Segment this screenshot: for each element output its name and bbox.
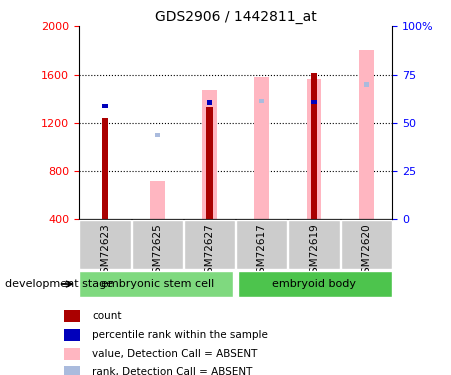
Bar	[207, 100, 212, 105]
Bar	[132, 220, 183, 269]
Text: count: count	[92, 311, 122, 321]
Bar	[64, 348, 80, 360]
Text: percentile rank within the sample: percentile rank within the sample	[92, 330, 268, 340]
Bar	[254, 77, 269, 219]
Text: embryonic stem cell: embryonic stem cell	[101, 279, 214, 289]
Bar	[341, 220, 392, 269]
Bar	[236, 220, 287, 269]
Bar	[364, 82, 369, 87]
Bar	[64, 366, 80, 375]
Bar	[238, 272, 392, 297]
Text: GSM72625: GSM72625	[152, 224, 162, 280]
Text: value, Detection Call = ABSENT: value, Detection Call = ABSENT	[92, 349, 258, 358]
Text: GSM72627: GSM72627	[204, 224, 215, 280]
Title: GDS2906 / 1442811_at: GDS2906 / 1442811_at	[155, 10, 317, 24]
Text: GSM72620: GSM72620	[361, 224, 371, 280]
Bar	[150, 181, 165, 219]
Bar	[155, 133, 160, 137]
Bar	[259, 99, 264, 104]
Text: GSM72617: GSM72617	[257, 224, 267, 280]
Bar	[79, 220, 131, 269]
Text: rank, Detection Call = ABSENT: rank, Detection Call = ABSENT	[92, 368, 253, 375]
Bar	[79, 272, 233, 297]
Bar	[102, 118, 108, 219]
Bar	[202, 90, 217, 219]
Bar	[102, 104, 108, 108]
Text: development stage: development stage	[5, 279, 113, 289]
Bar	[307, 80, 321, 219]
Bar	[311, 100, 317, 104]
Bar	[311, 74, 317, 219]
Text: GSM72619: GSM72619	[309, 224, 319, 280]
Bar	[359, 50, 373, 219]
Bar	[184, 220, 235, 269]
Bar	[64, 310, 80, 322]
Text: GSM72623: GSM72623	[100, 224, 110, 280]
Bar	[207, 107, 213, 219]
Bar	[64, 329, 80, 341]
Bar	[288, 220, 340, 269]
Text: embryoid body: embryoid body	[272, 279, 356, 289]
